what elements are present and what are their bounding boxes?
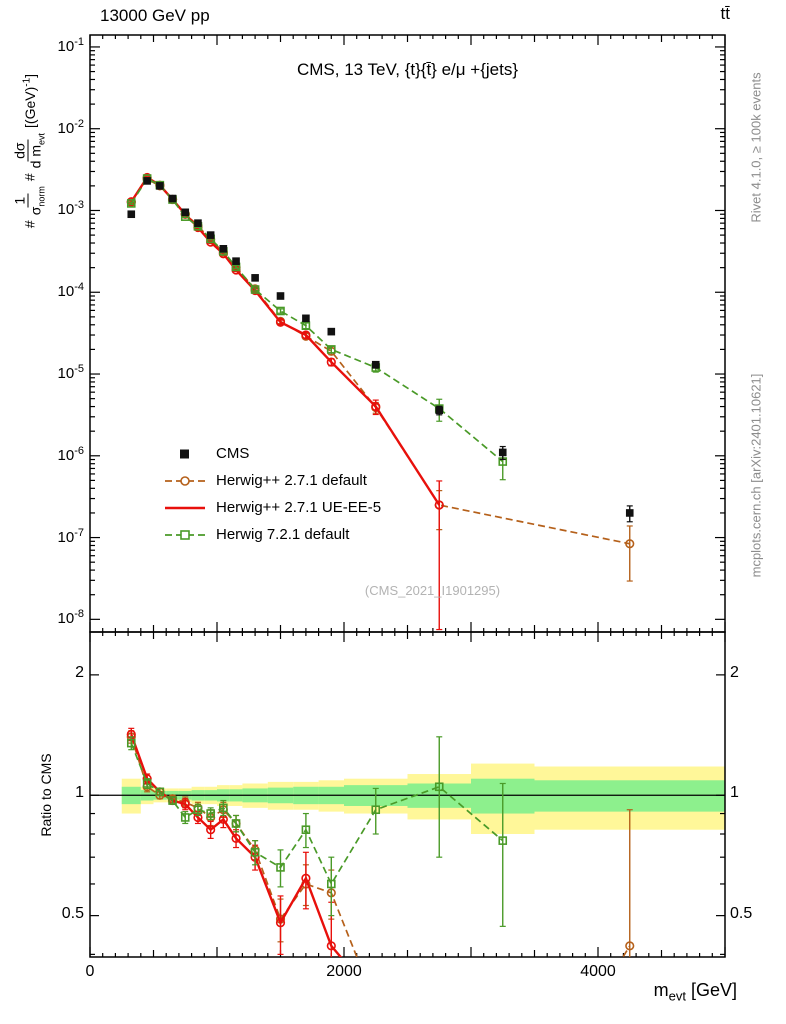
mc-point <box>371 805 381 815</box>
mc-point <box>276 306 285 316</box>
cms-marker-icon <box>180 449 189 458</box>
series-top-1 <box>126 172 444 631</box>
mc-point <box>206 825 216 835</box>
legend-item-herwig7-default: Herwig 7.2.1 default <box>163 521 381 548</box>
cms-point <box>327 327 336 336</box>
cms-point <box>251 274 259 282</box>
legend-item-cms: CMS <box>163 440 381 467</box>
mc-point <box>625 941 635 951</box>
rivet-version-note: Rivet 4.1.0, ≥ 100k events <box>748 72 764 223</box>
process-label: tt̄ <box>720 4 730 23</box>
mc-point <box>180 813 190 822</box>
mc-point <box>126 199 136 208</box>
cms-point <box>625 509 634 517</box>
mc-point <box>275 317 286 327</box>
mc-point <box>301 873 311 883</box>
norm-fraction: 1 σnorm <box>11 186 47 216</box>
mc-point <box>326 879 336 889</box>
beam-energy-label: 13000 GeV pp <box>100 6 210 25</box>
mc-point <box>372 1001 380 1009</box>
cms-point <box>219 244 228 253</box>
mc-point <box>168 796 177 805</box>
plot-title: CMS, 13 TeV, {t}{t̄} e/μ +{jets} <box>296 60 519 79</box>
cms-point <box>435 406 444 415</box>
herwigpp-default-marker-icon <box>165 475 205 486</box>
legend-label: Herwig 7.2.1 default <box>216 526 350 543</box>
hash-glyph: # <box>21 173 38 182</box>
mc-point <box>301 330 311 340</box>
mc-point <box>276 863 285 872</box>
mc-point <box>434 782 444 792</box>
mc-point <box>498 836 508 845</box>
cms-point <box>232 257 240 265</box>
mc-point <box>434 500 444 510</box>
mc-point <box>126 738 136 748</box>
analysis-id-watermark: (CMS_2021_I1901295) <box>364 583 501 598</box>
mc-point <box>326 941 336 951</box>
mc-point <box>180 799 190 809</box>
cms-point <box>194 219 202 227</box>
mc-point <box>206 809 215 818</box>
mc-point <box>219 803 228 813</box>
mc-point <box>371 401 381 412</box>
cms-point <box>206 231 215 239</box>
series-ratio-2 <box>126 736 508 927</box>
mc-point <box>326 345 336 354</box>
cms-point <box>156 182 164 190</box>
ratio-panel-frame <box>89 631 726 958</box>
mc-point <box>250 847 260 857</box>
mc-point <box>231 833 241 843</box>
herwigpp-ueee5-line-icon <box>165 506 205 509</box>
mc-point <box>275 918 286 928</box>
legend-label: Herwig++ 2.7.1 UE-EE-5 <box>216 499 382 516</box>
legend-item-herwigpp-ueee5: Herwig++ 2.7.1 UE-EE-5 <box>163 494 381 521</box>
cms-points <box>127 177 634 523</box>
y-axis-label-top: # 1 σnorm # dσ d mevt [(GeV)-1] <box>9 44 51 259</box>
legend-label: Herwig++ 2.7.1 default <box>216 472 367 489</box>
mc-point <box>301 825 311 835</box>
cms-point <box>168 194 177 203</box>
cms-point <box>181 208 190 217</box>
herwig7-default-marker-icon <box>165 529 205 540</box>
mc-point <box>625 539 635 549</box>
x-axis-label: mevt [GeV] <box>653 980 737 1004</box>
series-ratio-1 <box>126 727 380 1003</box>
mc-point <box>250 285 260 294</box>
mc-point <box>193 805 203 815</box>
cms-point <box>127 210 136 219</box>
dsigma-fraction: dσ d mevt <box>11 132 47 169</box>
mc-point <box>326 357 336 367</box>
legend-item-herwigpp-default: Herwig++ 2.7.1 default <box>163 467 381 494</box>
ratio-axis-label: Ratio to CMS <box>38 753 54 837</box>
mcplots-reference-note: mcplots.cern.ch [arXiv:2401.10621] <box>748 373 764 578</box>
cms-point <box>371 360 380 369</box>
series-top-2 <box>126 174 508 481</box>
cms-point <box>143 177 151 185</box>
hash-glyph: # <box>21 220 38 229</box>
cms-point <box>498 448 507 457</box>
mc-point <box>155 787 165 797</box>
y-axis-units: [(GeV)-1] <box>21 73 38 128</box>
cms-point <box>302 314 310 323</box>
mc-point <box>301 321 311 330</box>
legend: CMS Herwig++ 2.7.1 default Herwig++ 2.7.… <box>163 440 381 548</box>
mc-point <box>231 819 241 828</box>
legend-label: CMS <box>216 445 250 462</box>
mc-point <box>372 995 380 1003</box>
cms-point <box>276 292 285 300</box>
mc-point <box>142 779 152 788</box>
